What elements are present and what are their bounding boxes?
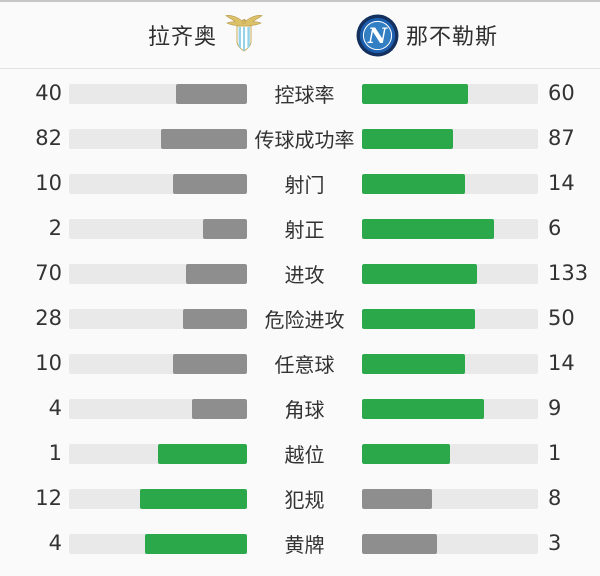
away-stat-bar [362, 533, 538, 554]
stat-label: 任意球 [274, 353, 335, 377]
away-stat-bar-fill [362, 263, 478, 284]
home-stat-value: 1 [48, 441, 62, 465]
away-stat-bar-fill [362, 488, 433, 509]
home-stat-bar [69, 218, 247, 239]
away-stat-bar-fill [362, 443, 450, 464]
home-stat-bar [69, 83, 247, 104]
home-stat-bar-fill [145, 533, 247, 554]
home-team-name: 拉齐奥 [148, 25, 218, 50]
stat-row: 28 危险进攻 50 [0, 296, 600, 341]
home-stat-value: 12 [35, 486, 62, 510]
away-stat-bar-fill [362, 353, 465, 374]
home-stat-bar [69, 308, 247, 329]
away-stat-value: 50 [548, 306, 575, 330]
home-stat-bar [69, 398, 247, 419]
stat-label: 犯规 [284, 488, 325, 512]
home-stat-value: 70 [35, 261, 62, 285]
stat-label: 越位 [284, 443, 325, 467]
away-team-name: 那不勒斯 [406, 25, 499, 50]
away-stat-bar [362, 218, 538, 239]
stat-label: 进攻 [284, 263, 325, 287]
home-stat-bar-fill [202, 218, 247, 239]
away-stat-bar-fill [362, 83, 468, 104]
away-stat-bar [362, 173, 538, 194]
home-stat-bar-fill [172, 353, 247, 374]
away-stat-bar-fill [362, 308, 475, 329]
home-stat-value: 4 [48, 396, 62, 420]
home-team: 拉齐奥 [148, 2, 263, 68]
home-stat-bar [69, 128, 247, 149]
home-stat-value: 40 [35, 81, 62, 105]
stat-row: 4 黄牌 3 [0, 521, 600, 566]
stat-row: 70 进攻 133 [0, 251, 600, 296]
home-stat-bar-fill [140, 488, 247, 509]
away-stat-bar-fill [362, 173, 465, 194]
stat-label: 黄牌 [284, 533, 325, 557]
home-stat-value: 10 [35, 351, 62, 375]
stat-row: 12 犯规 8 [0, 476, 600, 521]
home-stat-value: 10 [35, 171, 62, 195]
stat-row: 4 角球 9 [0, 386, 600, 431]
away-stat-value: 8 [548, 486, 562, 510]
away-stat-value: 60 [548, 81, 575, 105]
away-stat-bar [362, 308, 538, 329]
stat-label: 射门 [284, 173, 325, 197]
home-stat-bar-fill [192, 398, 247, 419]
stat-label: 控球率 [274, 83, 335, 107]
stat-label: 危险进攻 [264, 308, 345, 332]
stat-label: 射正 [284, 218, 325, 242]
home-stat-value: 82 [35, 126, 62, 150]
home-stat-bar [69, 263, 247, 284]
stat-row: 1 越位 1 [0, 431, 600, 476]
home-stat-bar [69, 173, 247, 194]
away-stat-bar-fill [362, 128, 453, 149]
away-stat-bar [362, 353, 538, 374]
home-stat-bar-fill [183, 308, 247, 329]
stats-list: 40 控球率 60 82 传球成功率 87 10 射门 14 2 [0, 69, 600, 566]
away-stat-value: 3 [548, 531, 562, 555]
away-team: N 那不勒斯 [356, 2, 498, 68]
away-stat-bar [362, 83, 538, 104]
away-stat-value: 6 [548, 216, 562, 240]
away-stat-bar [362, 128, 538, 149]
away-stat-value: 9 [548, 396, 562, 420]
home-stat-bar-fill [185, 263, 247, 284]
away-stat-value: 133 [548, 261, 589, 285]
home-stat-value: 4 [48, 531, 62, 555]
home-stat-bar [69, 353, 247, 374]
away-stat-bar-fill [362, 533, 438, 554]
home-stat-bar [69, 443, 247, 464]
away-stat-bar [362, 443, 538, 464]
stat-row: 40 控球率 60 [0, 71, 600, 116]
napoli-crest-icon: N [356, 14, 399, 57]
away-stat-bar [362, 398, 538, 419]
stat-label: 传球成功率 [254, 128, 355, 152]
away-stat-bar-fill [362, 398, 484, 419]
away-stat-value: 1 [548, 441, 562, 465]
stat-row: 10 任意球 14 [0, 341, 600, 386]
stat-label: 角球 [284, 398, 325, 422]
away-stat-bar-fill [362, 218, 494, 239]
home-stat-bar [69, 533, 247, 554]
home-stat-bar-fill [158, 443, 247, 464]
stat-row: 10 射门 14 [0, 161, 600, 206]
away-stat-bar [362, 263, 538, 284]
home-stat-bar-fill [172, 173, 247, 194]
home-stat-bar-fill [160, 128, 247, 149]
home-stat-value: 28 [35, 306, 62, 330]
away-stat-bar [362, 488, 538, 509]
svg-text:N: N [367, 23, 388, 48]
header: 拉齐奥 [0, 2, 600, 69]
away-stat-value: 14 [548, 171, 575, 195]
home-stat-bar-fill [175, 83, 247, 104]
lazio-crest-icon [225, 13, 263, 57]
home-stat-bar [69, 488, 247, 509]
away-stat-value: 87 [548, 126, 575, 150]
home-stat-value: 2 [48, 216, 62, 240]
stat-row: 2 射正 6 [0, 206, 600, 251]
away-stat-value: 14 [548, 351, 575, 375]
stat-row: 82 传球成功率 87 [0, 116, 600, 161]
